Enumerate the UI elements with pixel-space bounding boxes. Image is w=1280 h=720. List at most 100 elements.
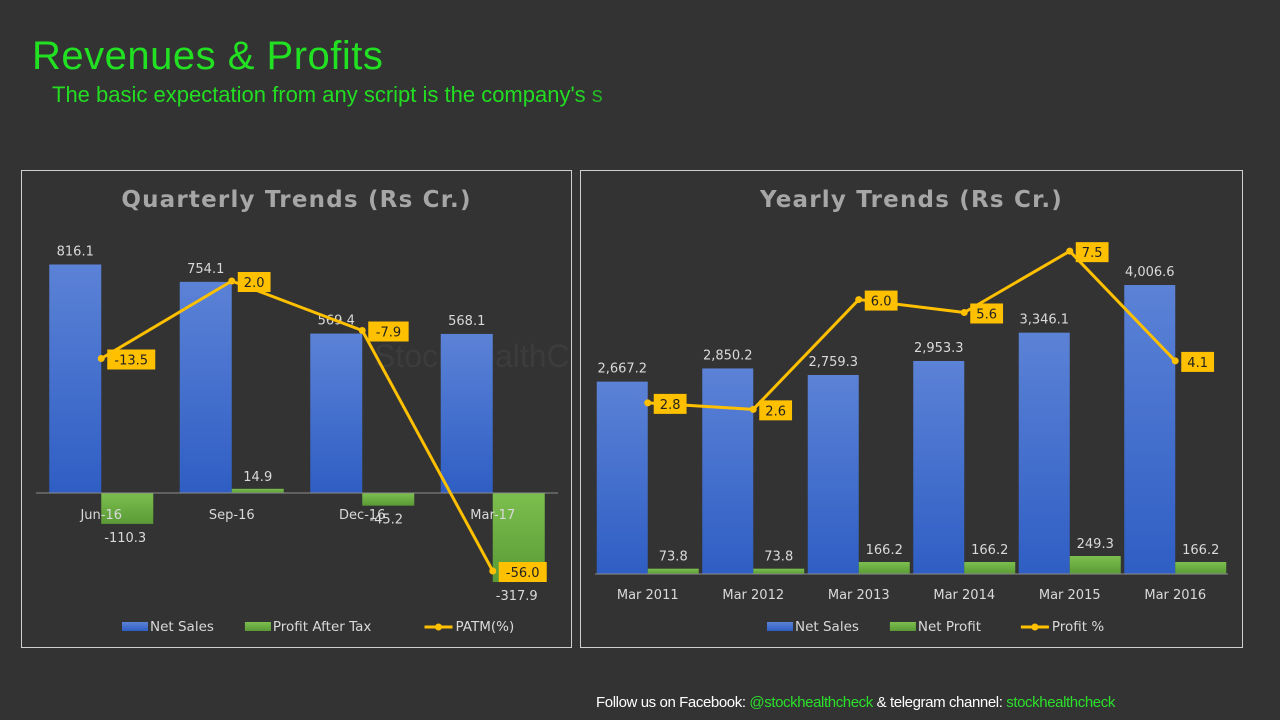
profit-bar-sep-16 (231, 488, 284, 493)
profit-point-mar-2013 (855, 296, 863, 304)
profit-bar-mar-2014 (964, 562, 1016, 574)
facebook-handle-link[interactable]: @stockhealthcheck (749, 694, 873, 711)
profit-bar-mar-2011 (647, 568, 699, 574)
net-sales-label-jun-16: 816.1 (57, 244, 94, 259)
category-label-mar-2014: Mar 2014 (933, 588, 995, 603)
category-label-dec-16: Dec-16 (339, 508, 385, 523)
net-sales-bar-mar-2014 (913, 360, 965, 574)
net-sales-bar-dec-16 (310, 333, 363, 493)
profit-label-sep-16: 14.9 (243, 470, 272, 485)
net-sales-bar-mar-2015 (1018, 332, 1070, 574)
net-sales-label-sep-16: 754.1 (187, 262, 224, 277)
profit-label-mar-2016: 166.2 (1182, 543, 1219, 558)
profit-label-box-mar-2012 (759, 400, 793, 421)
profit-label-mar-2012: 2.6 (765, 404, 786, 419)
legend-label-profit-after-tax: Profit After Tax (273, 619, 372, 635)
patm-point-sep-16 (228, 277, 236, 285)
legend-label-net-profit: Net Profit (918, 619, 981, 635)
legend-marker-patm (435, 623, 442, 631)
footer: Follow us on Facebook: @stockhealthcheck… (596, 694, 1115, 711)
profit-line (647, 249, 1177, 411)
chart-title: Yearly Trends (Rs Cr.) (759, 187, 1063, 213)
patm-label-dec-16: -7.9 (376, 326, 401, 341)
net-sales-bar-mar-2012 (702, 368, 754, 574)
telegram-channel-link[interactable]: stockhealthcheck (1006, 694, 1115, 711)
chart-title: Quarterly Trends (Rs Cr.) (121, 187, 471, 213)
legend-label-patm: PATM(%) (456, 619, 515, 635)
net-sales-bar-mar-2013 (807, 374, 859, 574)
category-label-mar-2011: Mar 2011 (617, 588, 679, 603)
legend-label-net-sales: Net Sales (150, 619, 214, 635)
net-sales-label-mar-2011: 2,667.2 (597, 362, 647, 377)
category-label-mar-2013: Mar 2013 (828, 588, 890, 603)
profit-label-box-mar-2013 (864, 290, 898, 311)
legend-label-net-sales: Net Sales (795, 619, 859, 635)
category-label-mar-17: Mar-17 (470, 508, 515, 523)
footer-prefix: Follow us on Facebook: (596, 694, 750, 711)
profit-point-mar-2011 (644, 399, 652, 407)
profit-bar-mar-2015 (1069, 556, 1121, 574)
footer-middle: & telegram channel: (872, 694, 1007, 711)
patm-label-box-sep-16 (237, 272, 271, 292)
profit-label-mar-2014: 166.2 (971, 543, 1008, 558)
net-sales-bar-jun-16 (49, 264, 102, 493)
patm-label-box-dec-16 (368, 321, 409, 342)
legend-swatch-net-sales (122, 622, 148, 631)
profit-label-mar-2011: 73.8 (659, 550, 688, 565)
profit-label-mar-2011: 2.8 (660, 398, 681, 413)
yearly-chart: Yearly Trends (Rs Cr.) 2,667.2 73.8 Mar 201… (595, 187, 1228, 635)
profit-label-mar-2015: 7.5 (1082, 246, 1103, 261)
profit-bar-dec-16 (362, 493, 415, 506)
net-sales-label-mar-17: 568.1 (448, 314, 485, 329)
profit-label-box-mar-2016 (1181, 351, 1215, 372)
profit-point-mar-2012 (749, 405, 757, 413)
profit-label-mar-2013: 6.0 (871, 295, 892, 310)
patm-label-jun-16: -13.5 (114, 354, 148, 369)
profit-label-box-mar-2015 (1075, 242, 1109, 263)
profit-bar-mar-2012 (753, 568, 805, 574)
profit-label-jun-16: -110.3 (104, 531, 146, 546)
patm-line (100, 279, 495, 572)
patm-point-jun-16 (97, 355, 105, 362)
profit-label-mar-2014: 5.6 (976, 307, 997, 322)
patm-label-box-mar-17 (498, 562, 547, 582)
patm-point-mar-17 (489, 567, 497, 575)
net-sales-bar-mar-2011 (596, 381, 648, 574)
patm-label-sep-16: 2.0 (244, 276, 265, 291)
category-label-mar-2015: Mar 2015 (1039, 588, 1101, 603)
profit-point-mar-2015 (1066, 247, 1074, 255)
legend-swatch-net-profit (889, 622, 916, 631)
page-title: Revenues & Profits (32, 34, 384, 78)
profit-point-mar-2016 (1171, 357, 1179, 365)
legend-swatch-profit-after-tax (244, 622, 271, 631)
yearly-chart-panel: Yearly Trends (Rs Cr.) 2,667.2 73.8 Mar 201… (580, 170, 1243, 648)
category-label-mar-2016: Mar 2016 (1144, 588, 1206, 603)
profit-bar-mar-2016 (1175, 562, 1227, 574)
profit-label-mar-17: -317.9 (496, 589, 538, 604)
net-sales-label-mar-2014: 2,953.3 (914, 341, 964, 356)
patm-label-mar-17: -56.0 (506, 566, 540, 581)
profit-label-mar-2015: 249.3 (1077, 537, 1114, 552)
net-sales-bar-mar-2016 (1124, 285, 1176, 574)
category-label-sep-16: Sep-16 (209, 508, 255, 523)
net-sales-bar-mar-17 (440, 333, 493, 493)
category-label-jun-16: Jun-16 (79, 508, 122, 523)
profit-bar-mar-2013 (858, 562, 910, 574)
patm-label-box-jun-16 (107, 349, 156, 370)
profit-label-dec-16: -45.2 (369, 513, 403, 528)
profit-label-mar-2012: 73.8 (764, 550, 793, 565)
legend-marker-profit (1031, 623, 1039, 631)
patm-point-dec-16 (358, 327, 366, 334)
net-sales-label-mar-2012: 2,850.2 (703, 348, 753, 363)
legend-swatch-net-sales (767, 622, 793, 631)
profit-label-mar-2016: 4.1 (1187, 356, 1208, 371)
profit-label-box-mar-2011 (653, 393, 687, 414)
page-subtitle: The basic expectation from any script is… (52, 82, 603, 107)
net-sales-label-mar-2013: 2,759.3 (808, 355, 858, 370)
net-sales-bar-sep-16 (179, 281, 232, 493)
profit-bar-jun-16 (101, 493, 154, 524)
profit-label-box-mar-2014 (970, 303, 1004, 324)
quarterly-chart: Quarterly Trends (Rs Cr.)StockHealthChec… (36, 187, 571, 635)
net-sales-label-mar-2016: 4,006.6 (1125, 265, 1175, 280)
quarterly-chart-panel: Quarterly Trends (Rs Cr.)StockHealthChec… (21, 170, 572, 648)
